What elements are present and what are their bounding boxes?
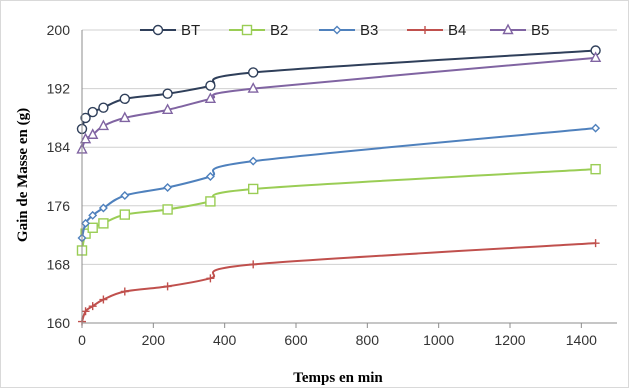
y-tick-label-168: 168 xyxy=(47,256,71,272)
legend-item-b4: B4 xyxy=(407,22,466,39)
data-point-b4-240 xyxy=(163,282,172,291)
data-point-bt-480 xyxy=(247,67,259,78)
data-point-b4-60 xyxy=(99,295,108,304)
y-tick-label-192: 192 xyxy=(47,81,71,97)
data-point-b5-480 xyxy=(247,82,259,93)
legend-marker-bt xyxy=(152,24,164,36)
legend-item-b5: B5 xyxy=(490,22,549,39)
legend-marker-b4 xyxy=(421,26,429,34)
data-point-b5-240 xyxy=(161,103,174,115)
legend-label-bt: BT xyxy=(181,22,200,39)
data-point-b2-1440 xyxy=(590,163,601,175)
data-point-b3-30 xyxy=(88,210,98,220)
legend-marker-b5 xyxy=(502,23,514,35)
x-tick-label-200: 200 xyxy=(142,332,166,348)
data-point-bt-10 xyxy=(80,112,91,124)
legend-label-b3: B3 xyxy=(360,22,378,39)
x-tick-label-400: 400 xyxy=(213,332,237,348)
data-point-b3-360 xyxy=(205,172,215,181)
data-point-b5-60 xyxy=(97,119,110,131)
data-point-b3-240 xyxy=(163,182,173,192)
legend-item-b3: B3 xyxy=(319,22,378,39)
x-tick-label-1000: 1000 xyxy=(423,332,454,348)
legend-label-b4: B4 xyxy=(448,22,466,39)
y-tick-label-184: 184 xyxy=(47,139,71,155)
data-point-b4-1440 xyxy=(591,239,600,248)
series-group xyxy=(76,45,602,326)
y-axis: 160 168 176 184 192 200 xyxy=(47,22,83,331)
y-axis-title: Gain de Masse en (g) xyxy=(15,108,31,242)
data-point-b3-10 xyxy=(81,218,91,228)
data-point-b3-1440 xyxy=(591,123,601,133)
data-point-b3-60 xyxy=(98,203,108,213)
legend-marker-b3 xyxy=(332,25,342,35)
data-point-bt-360 xyxy=(205,80,216,91)
data-point-bt-30 xyxy=(87,106,98,118)
x-tick-label-800: 800 xyxy=(356,332,380,348)
data-point-b2-480 xyxy=(247,183,259,195)
y-tick-label-200: 200 xyxy=(47,22,71,38)
legend-item-bt: BT xyxy=(140,22,200,39)
y-tick-label-176: 176 xyxy=(47,198,71,214)
data-point-b4-480 xyxy=(249,260,258,269)
data-point-b2-30 xyxy=(87,222,98,233)
data-point-b3-120 xyxy=(120,191,130,201)
legend-item-b2: B2 xyxy=(229,22,288,39)
data-point-b4-30 xyxy=(88,302,97,311)
legend-label-b2: B2 xyxy=(270,22,288,39)
data-point-b2-240 xyxy=(162,204,173,215)
data-point-bt-240 xyxy=(162,88,173,99)
legend-marker-b2 xyxy=(241,24,253,36)
x-axis: 0 200 400 600 800 1000 1200 1400 xyxy=(78,322,617,348)
data-point-b2-360 xyxy=(205,196,216,207)
series-b3 xyxy=(77,123,601,243)
data-point-b5-30 xyxy=(87,128,99,139)
data-point-b4-360 xyxy=(206,274,215,283)
x-tick-label-1400: 1400 xyxy=(566,332,597,348)
series-bt xyxy=(76,45,601,135)
data-point-b2-120 xyxy=(119,209,131,220)
data-point-bt-60 xyxy=(98,102,109,113)
series-b4 xyxy=(78,239,600,326)
y-tick-label-160: 160 xyxy=(47,315,71,331)
data-point-b4-10 xyxy=(81,307,90,316)
legend: BT B2 B3 B4 B5 xyxy=(140,22,549,39)
x-axis-title: Temps en min xyxy=(293,370,383,386)
data-point-b4-120 xyxy=(120,287,129,296)
data-point-b5-1440 xyxy=(589,51,602,63)
data-point-b2-60 xyxy=(98,218,109,229)
series-line-b3 xyxy=(81,127,596,239)
x-tick-label-600: 600 xyxy=(284,332,308,348)
data-point-b3-480 xyxy=(248,156,258,166)
x-tick-label-0: 0 xyxy=(78,332,86,348)
legend-label-b5: B5 xyxy=(531,22,549,39)
series-b2 xyxy=(76,163,601,256)
data-point-b5-360 xyxy=(204,92,217,104)
data-point-bt-120 xyxy=(119,93,131,105)
series-line-b4 xyxy=(81,242,596,322)
data-point-b5-120 xyxy=(119,111,131,123)
x-tick-label-1200: 1200 xyxy=(494,332,525,348)
